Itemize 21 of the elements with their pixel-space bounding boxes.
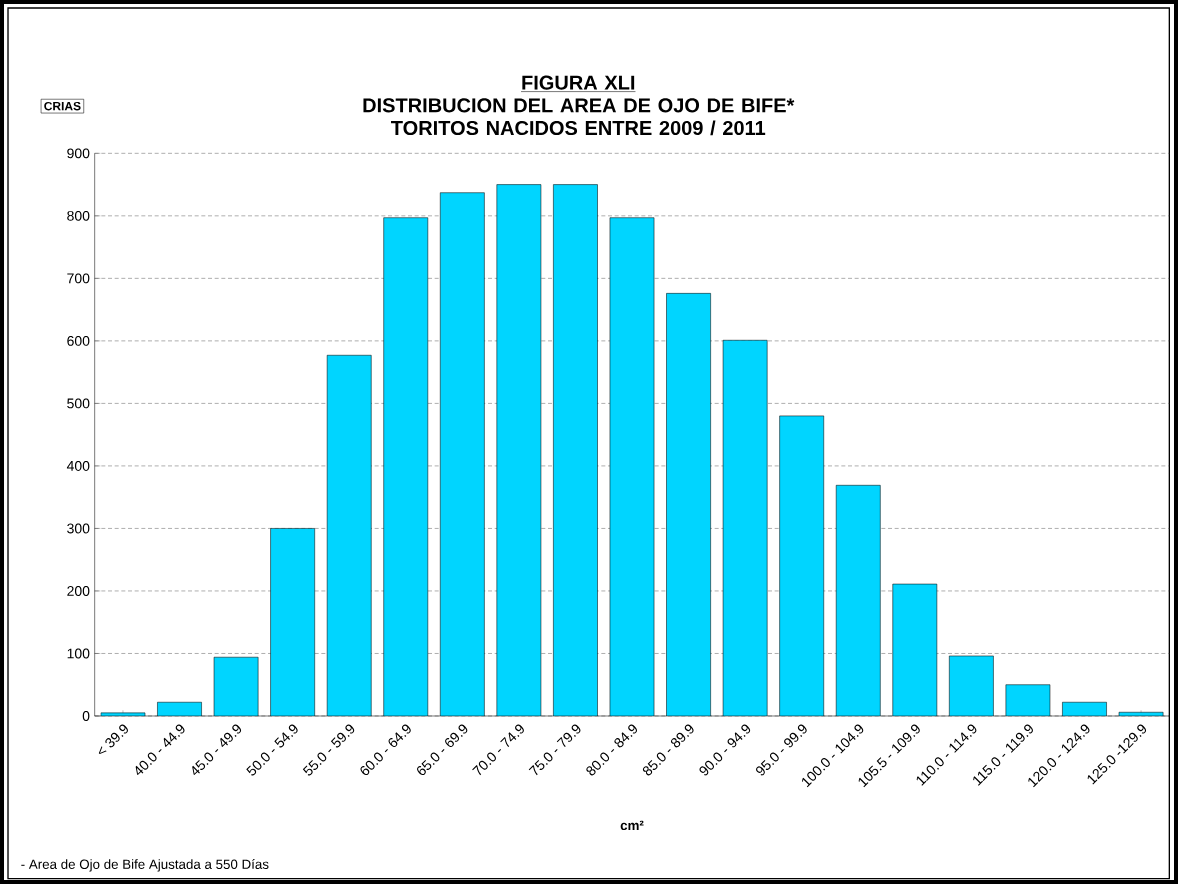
x-tick-label: 45.0 - 49.9 <box>192 724 242 776</box>
y-tick-label: 400 <box>66 460 90 471</box>
text: - Area de Ojo de Bife Ajustada a 550 Días <box>21 859 269 872</box>
y-axis-title: CRIAS <box>44 101 81 111</box>
chart-subtitle: DISTRIBUCION DEL AREA DE OJO DE BIFE* TORITOS NACIDOS ENTRE 2009 / 2011 <box>363 98 795 136</box>
y-tick-label: 300 <box>67 523 90 534</box>
y-tick-label: 900 <box>67 148 90 159</box>
y-tick-label: 600 <box>67 335 90 346</box>
y-tick-label: 800 <box>67 210 90 221</box>
x-tick-label: 40.0 - 44.9 <box>135 724 185 776</box>
x-tick-label: 75.0 - 79.9 <box>528 724 581 776</box>
x-tick-label: 60.0 - 64.9 <box>360 724 411 776</box>
x-tick-label: 65.0 - 69.9 <box>417 724 468 776</box>
y-tick-label: 700 <box>67 273 90 284</box>
y-tick-label: 500 <box>67 398 90 409</box>
y-tick-label: 100 <box>67 648 90 659</box>
y-tick-label: 0 <box>82 711 90 721</box>
x-tick-label: 70.0 - 74.9 <box>472 724 524 776</box>
y-tick-label: 200 <box>67 586 90 596</box>
x-axis-title: cm² <box>620 820 644 831</box>
chart-title: FIGURA XLI <box>522 75 635 90</box>
